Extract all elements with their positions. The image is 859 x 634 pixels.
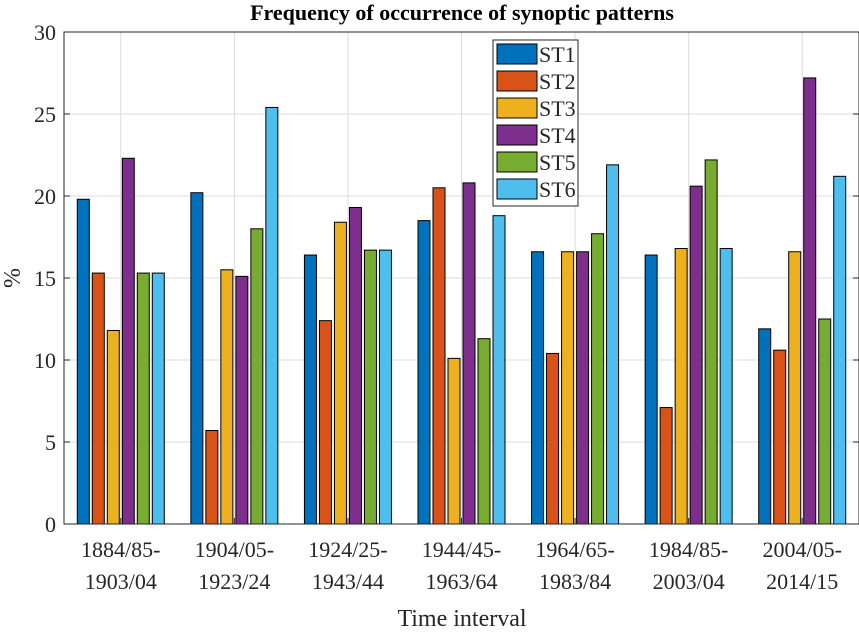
bar-st4 bbox=[348, 206, 362, 525]
legend-label: ST1 bbox=[539, 42, 576, 67]
bar-st5 bbox=[363, 249, 377, 525]
legend-label: ST6 bbox=[539, 177, 576, 202]
x-tick-label: 1943/44 bbox=[312, 569, 384, 594]
y-axis-label: % bbox=[0, 268, 26, 288]
bar-st4 bbox=[462, 182, 476, 525]
x-axis-label: Time interval bbox=[397, 606, 526, 629]
y-tick-label: 25 bbox=[34, 102, 56, 127]
x-tick-label: 1984/85- bbox=[649, 537, 728, 562]
bar-st1 bbox=[531, 251, 545, 525]
bar-st1 bbox=[190, 192, 204, 525]
y-tick-label: 10 bbox=[34, 348, 56, 373]
bar-st4 bbox=[121, 157, 135, 525]
y-tick-label: 20 bbox=[34, 184, 56, 209]
bar-st6 bbox=[833, 175, 847, 525]
legend-swatch-st5 bbox=[496, 151, 538, 173]
bar-st3 bbox=[674, 247, 688, 525]
y-tick-label: 15 bbox=[34, 266, 56, 291]
bar-st5 bbox=[704, 159, 718, 525]
bar-st2 bbox=[546, 352, 560, 525]
bar-st1 bbox=[644, 254, 658, 525]
bar-st6 bbox=[378, 249, 392, 525]
bar-st1 bbox=[758, 328, 772, 525]
legend-box bbox=[492, 39, 579, 207]
bar-st4 bbox=[576, 251, 590, 525]
legend-label: ST4 bbox=[539, 123, 576, 148]
bar-st1 bbox=[303, 254, 317, 525]
legend-label: ST5 bbox=[539, 150, 576, 175]
x-tick-label: 1903/04 bbox=[85, 569, 157, 594]
bar-st2 bbox=[205, 430, 219, 525]
x-tick-label: 2004/05- bbox=[762, 537, 841, 562]
bar-st4 bbox=[803, 77, 817, 525]
x-tick-label: 1884/85- bbox=[81, 537, 160, 562]
legend-label: ST3 bbox=[539, 96, 576, 121]
x-tick-label: 1983/84 bbox=[539, 569, 611, 594]
bar-st6 bbox=[492, 215, 506, 525]
legend-swatch-st2 bbox=[496, 70, 538, 92]
bar-st3 bbox=[561, 251, 575, 525]
bar-st6 bbox=[719, 247, 733, 525]
bar-st5 bbox=[477, 338, 491, 525]
x-tick-label: 1964/65- bbox=[535, 537, 614, 562]
legend-swatch-st4 bbox=[496, 124, 538, 146]
y-tick-label: 30 bbox=[34, 20, 56, 45]
bar-st2 bbox=[91, 272, 105, 525]
bars bbox=[76, 77, 847, 525]
bar-st5 bbox=[250, 228, 264, 525]
bar-st3 bbox=[106, 329, 120, 525]
bar-st6 bbox=[606, 164, 620, 525]
legend-swatch-st1 bbox=[496, 43, 538, 65]
bar-st4 bbox=[235, 275, 249, 525]
bar-st5 bbox=[591, 233, 605, 525]
bar-st5 bbox=[818, 318, 832, 525]
x-tick-label: 1923/24 bbox=[198, 569, 270, 594]
x-tick-label: 2003/04 bbox=[653, 569, 725, 594]
x-tick-label: 2014/15 bbox=[766, 569, 838, 594]
bar-st2 bbox=[432, 187, 446, 525]
bar-st3 bbox=[333, 221, 347, 525]
y-tick-label: 5 bbox=[45, 430, 56, 455]
x-axis: 1884/85- 1903/04 1904/05- 1923/24 1924/25- 19… bbox=[81, 518, 842, 594]
bar-st4 bbox=[689, 185, 703, 525]
y-tick-label: 0 bbox=[45, 512, 56, 537]
x-tick-label: 1944/45- bbox=[422, 537, 501, 562]
legend-swatch-st6 bbox=[496, 178, 538, 200]
y-axis: 0 5 10 15 20 25 30 bbox=[34, 20, 859, 537]
chart-title: Frequency of occurrence of synoptic patt… bbox=[250, 0, 674, 25]
x-tick-label: 1924/25- bbox=[308, 537, 387, 562]
x-tick-label: 1904/05- bbox=[195, 537, 274, 562]
bar-st1 bbox=[76, 198, 90, 525]
legend-label: ST2 bbox=[539, 69, 576, 94]
bar-st2 bbox=[773, 349, 787, 525]
x-tick-label: 1963/64 bbox=[425, 569, 497, 594]
bar-st2 bbox=[659, 407, 673, 525]
bar-st6 bbox=[151, 272, 165, 525]
grid bbox=[64, 31, 859, 525]
legend-swatch-st3 bbox=[496, 97, 538, 119]
bar-st5 bbox=[136, 272, 150, 525]
bar-st6 bbox=[265, 106, 279, 525]
bar-st3 bbox=[788, 251, 802, 525]
bar-st1 bbox=[417, 220, 431, 525]
bar-st2 bbox=[318, 320, 332, 525]
bar-st3 bbox=[220, 269, 234, 525]
bar-st3 bbox=[447, 357, 461, 525]
